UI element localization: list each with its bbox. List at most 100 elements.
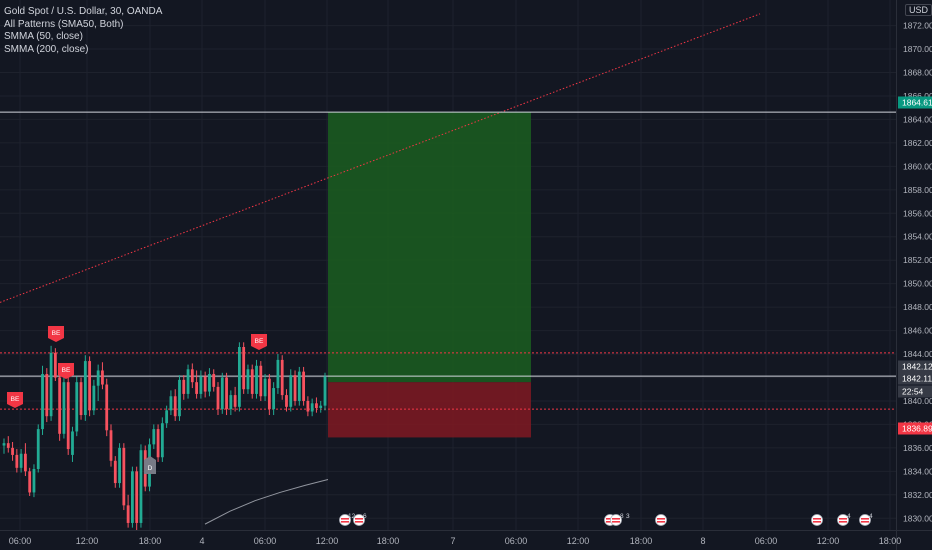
candle-body [310,403,314,412]
candle [11,442,14,461]
event-flag-stripe [813,521,821,523]
candle-body [66,382,70,450]
price-tag-bg [898,372,932,385]
candle-body [229,395,233,410]
candle-body [182,379,186,394]
x-tick-label: 12:00 [76,536,99,546]
candle-body [15,454,19,468]
candle [152,424,156,450]
candle [101,362,104,390]
candle-body [11,447,14,455]
x-tick-label: 12:00 [817,536,840,546]
pattern-label: BE [255,338,264,345]
candle [195,370,198,399]
event-flag-stripe [861,518,869,520]
event-flag-stripe [657,521,665,523]
y-tick-label: 1858.000 [903,185,932,195]
candle-body [233,395,237,407]
candle-body [255,365,258,394]
pattern-label: D [148,465,153,472]
candle [216,382,220,416]
indicator-all-patterns[interactable]: All Patterns (SMA50, Both) [4,18,124,30]
candle [36,424,40,473]
candle [28,467,32,496]
candle [255,359,258,399]
candle-body [225,377,228,410]
candle-body [238,346,241,407]
candle-body [165,410,169,424]
candle [160,417,164,462]
candle [15,449,19,473]
event-circle [859,514,871,526]
candle [165,405,169,428]
candle-body [208,373,211,392]
candle-body [173,396,177,417]
candle [178,375,181,421]
candle-body [203,376,207,392]
candle [41,365,44,435]
candle-body [263,378,267,397]
candle [49,345,53,421]
candle [297,366,301,406]
event-circle [353,514,365,526]
y-tick-label: 1872.000 [903,21,932,31]
y-tick-label: 1852.000 [903,255,932,265]
y-tick-label: 1854.000 [903,232,932,242]
candle-body [315,403,318,408]
candle [285,389,288,412]
pattern-badge [58,363,74,379]
x-tick-label: 18:00 [630,536,653,546]
symbol-title[interactable]: Gold Spot / U.S. Dollar, 30, OANDA [4,6,163,17]
candle [323,372,327,411]
candle-body [220,377,224,410]
candle-body [195,382,198,394]
price-tag: 1864.619 [898,96,932,109]
candle [190,363,194,389]
price-tag-text: 1842.122 [902,362,932,372]
candle-body [2,443,6,446]
candle [246,364,250,394]
candle-body [83,361,87,416]
candle-body [302,371,305,401]
price-tag: 1836.890 [898,422,932,435]
candle [62,375,66,439]
price-tag-text: 1864.619 [902,98,932,108]
candle [96,364,100,401]
event-flag-stripe [606,518,614,520]
candle [109,424,113,467]
event-flag-stripe [355,518,363,520]
currency-button[interactable]: USD [905,4,932,16]
candle [259,361,263,401]
candle-body [32,468,36,493]
candle [126,494,130,528]
pattern-badge [251,334,267,350]
candle [45,368,49,423]
candle [105,378,109,437]
candle [319,400,323,413]
candle [182,375,186,400]
candle [310,398,314,417]
y-tick-label: 1836.000 [903,443,932,453]
x-tick-label: 18:00 [377,536,400,546]
price-tag-text: 1836.890 [902,424,932,434]
candle [6,436,10,453]
candle-body [58,377,62,434]
candle-body [297,371,301,401]
indicator-smma-50[interactable]: SMMA (50, close) [4,31,83,42]
candle-body [118,447,121,484]
event-count: 4 [847,513,851,520]
candle-body [319,405,323,408]
pattern-badge [7,392,23,408]
candle-body [250,369,254,394]
candle-body [306,400,310,412]
trendline [0,13,761,303]
pattern-label: BE [52,330,61,337]
price-tag: 1842.122 [898,360,932,373]
y-tick-label: 1832.000 [903,490,932,500]
y-tick-label: 1840.000 [903,396,932,406]
indicator-smma-200[interactable]: SMMA (200, close) [4,43,89,55]
y-tick-label: 1862.000 [903,138,932,148]
candle [212,369,216,392]
event-icon [339,514,351,526]
